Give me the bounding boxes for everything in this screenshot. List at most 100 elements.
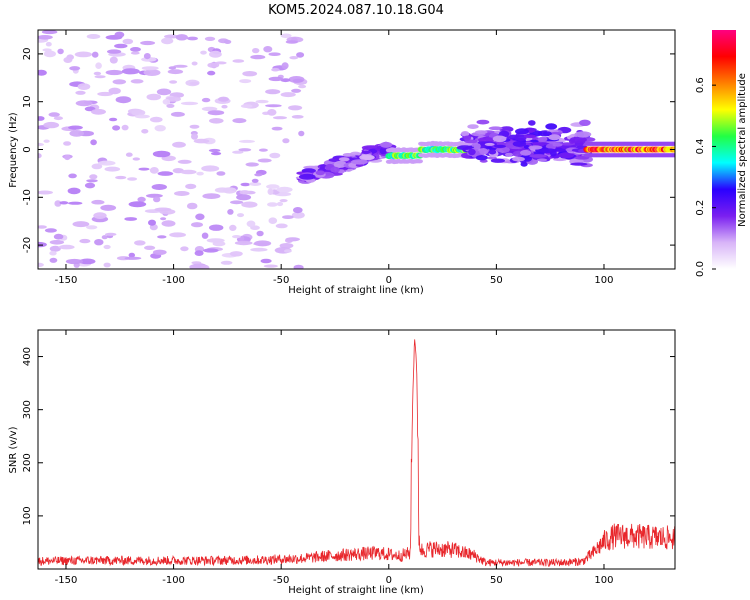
heatmap-cell <box>216 171 226 176</box>
heatmap-cell <box>104 166 121 172</box>
colorbar-tick-label: 0.4 <box>695 138 706 154</box>
heatmap-cell <box>267 109 277 116</box>
y-tick-label: 20 <box>22 48 33 61</box>
heatmap-cell <box>207 70 216 76</box>
heatmap-cell <box>490 158 505 163</box>
heatmap-cell <box>548 134 561 141</box>
heatmap-cell <box>140 40 156 46</box>
heatmap-cell <box>166 103 175 108</box>
heatmap-cell <box>97 160 116 166</box>
heatmap-cell <box>250 54 266 60</box>
heatmap-cell <box>258 148 268 152</box>
heatmap-cell <box>38 190 53 195</box>
heatmap-cell <box>187 36 198 41</box>
x-tick-label: 50 <box>490 575 503 586</box>
heatmap-cell <box>167 69 184 75</box>
heatmap-cell <box>91 199 105 205</box>
heatmap-cell <box>463 135 472 141</box>
heatmap-cell <box>124 217 138 221</box>
heatmap-cell <box>162 98 171 105</box>
heatmap-cell <box>236 194 252 201</box>
heatmap-cell <box>43 50 57 58</box>
heatmap-cell <box>131 109 146 116</box>
heatmap-cell <box>263 46 273 53</box>
heatmap-cell <box>130 51 140 55</box>
chart-title: KOM5.2024.087.10.18.G04 <box>268 3 444 18</box>
heatmap-cell <box>276 186 293 193</box>
heatmap-cell <box>461 131 470 137</box>
heatmap-cell <box>115 175 127 180</box>
heatmap-cell <box>285 40 299 44</box>
heatmap-cell <box>200 264 210 269</box>
heatmap-cell <box>209 224 224 231</box>
heatmap-cell <box>161 37 174 45</box>
heatmap-cell <box>130 47 141 52</box>
heatmap-cell <box>289 56 299 60</box>
x-tick-label: 100 <box>594 275 613 286</box>
heatmap-cell <box>38 69 47 76</box>
heatmap-cell <box>134 114 150 119</box>
heatmap-cell <box>251 178 259 183</box>
heatmap-cell <box>223 39 232 45</box>
heatmap-cell <box>505 143 514 148</box>
heatmap-cell <box>144 245 156 250</box>
heatmap-cell <box>141 66 159 71</box>
heatmap-cell <box>537 136 548 142</box>
heatmap-cell <box>194 250 204 256</box>
heatmap-cell <box>63 141 72 146</box>
heatmap-cell <box>93 71 102 76</box>
heatmap-cell <box>104 232 117 236</box>
heatmap-cell <box>254 173 263 177</box>
heatmap-cell <box>267 202 278 207</box>
heatmap-cell <box>121 124 129 131</box>
heatmap-cell <box>97 91 113 97</box>
heatmap-cell <box>53 233 64 240</box>
y-tick-label: 400 <box>22 347 33 366</box>
heatmap-cell <box>172 141 186 148</box>
heatmap-cell <box>100 204 117 211</box>
heatmap-cell <box>41 30 58 35</box>
heatmap-cell <box>169 232 187 238</box>
heatmap-cell <box>298 130 305 137</box>
heatmap-cell <box>267 188 274 195</box>
heatmap-cell <box>514 134 527 141</box>
heatmap-cell <box>512 140 527 147</box>
heatmap-cell <box>201 165 220 172</box>
heatmap-cell <box>539 148 558 153</box>
heatmap-cell <box>279 199 288 203</box>
heatmap-cell <box>130 79 144 84</box>
heatmap-cell <box>280 92 296 98</box>
x-tick-label: 0 <box>386 575 392 586</box>
heatmap-cell <box>128 252 135 258</box>
heatmap-cell <box>69 130 84 137</box>
heatmap-cell <box>234 240 253 246</box>
heatmap-cell <box>239 79 252 84</box>
heatmap-cell <box>351 159 368 165</box>
heatmap-cell <box>545 123 558 130</box>
heatmap-cell <box>291 115 304 119</box>
heatmap-cell <box>186 202 198 210</box>
heatmap-cell <box>103 244 111 250</box>
heatmap-cell <box>91 108 106 115</box>
heatmap-cell <box>152 150 171 158</box>
heatmap-cell <box>108 87 121 95</box>
y-tick-label: -20 <box>22 237 33 253</box>
snr-plot-area <box>38 330 675 569</box>
heatmap-cell <box>292 78 304 83</box>
heatmap-cell <box>93 212 107 220</box>
heatmap-cell <box>208 148 221 153</box>
heatmap-cell <box>550 131 562 136</box>
heatmap-cell <box>291 88 302 93</box>
heatmap-cell <box>65 258 83 265</box>
heatmap-cell <box>212 241 226 247</box>
heatmap-cells <box>38 30 675 269</box>
heatmap-cell <box>157 235 167 239</box>
heatmap-cell <box>69 66 81 71</box>
heatmap-cell <box>484 142 495 146</box>
heatmap-cell <box>315 170 325 176</box>
heatmap-cell <box>239 139 255 143</box>
heatmap-cell <box>579 119 591 127</box>
heatmap-cell <box>209 50 222 58</box>
heatmap-cell <box>72 221 90 228</box>
